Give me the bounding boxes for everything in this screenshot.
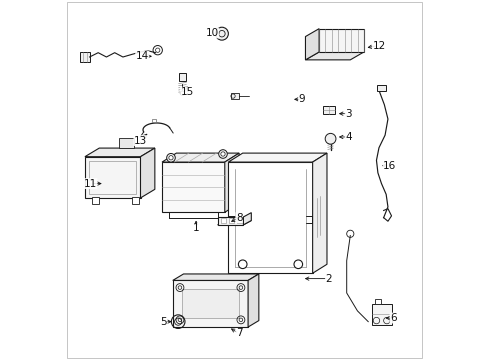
Text: 1: 1 <box>192 224 199 233</box>
Bar <box>152 119 156 122</box>
Polygon shape <box>217 217 243 225</box>
Polygon shape <box>162 153 239 162</box>
Circle shape <box>166 153 175 162</box>
Bar <box>179 73 185 81</box>
Text: 5: 5 <box>160 317 167 327</box>
Polygon shape <box>243 213 251 225</box>
Circle shape <box>180 91 184 95</box>
Bar <box>221 219 226 224</box>
Circle shape <box>238 260 246 269</box>
Polygon shape <box>85 157 140 198</box>
Text: 2: 2 <box>325 274 331 284</box>
Bar <box>92 197 99 204</box>
Bar <box>371 304 391 325</box>
Bar <box>119 138 134 148</box>
Text: 8: 8 <box>235 213 242 222</box>
Bar <box>323 107 334 114</box>
Text: 14: 14 <box>135 51 149 61</box>
Bar <box>230 93 238 99</box>
Text: 15: 15 <box>180 87 193 97</box>
Polygon shape <box>217 221 251 225</box>
Circle shape <box>168 156 173 160</box>
Circle shape <box>325 134 335 144</box>
Bar <box>182 289 239 318</box>
Text: 11: 11 <box>83 179 97 189</box>
Text: 7: 7 <box>235 328 242 338</box>
Polygon shape <box>312 153 326 273</box>
Bar <box>131 197 139 204</box>
Bar <box>375 300 380 304</box>
Polygon shape <box>228 162 312 273</box>
Text: 13: 13 <box>134 136 147 145</box>
Circle shape <box>221 152 224 156</box>
Polygon shape <box>247 274 258 327</box>
Bar <box>89 161 136 194</box>
Text: 12: 12 <box>371 41 385 50</box>
Polygon shape <box>228 153 326 162</box>
Circle shape <box>218 150 227 158</box>
Bar <box>80 51 89 62</box>
Polygon shape <box>305 29 319 60</box>
Polygon shape <box>224 153 239 212</box>
Polygon shape <box>140 148 155 198</box>
Polygon shape <box>172 274 258 280</box>
Circle shape <box>215 27 228 40</box>
Polygon shape <box>172 280 247 327</box>
Polygon shape <box>319 29 363 52</box>
Bar <box>237 219 242 224</box>
Text: 6: 6 <box>389 313 396 323</box>
Text: 16: 16 <box>382 161 396 171</box>
Text: 9: 9 <box>298 94 305 104</box>
Polygon shape <box>85 148 155 157</box>
Circle shape <box>293 260 302 269</box>
Bar <box>228 219 234 224</box>
Polygon shape <box>305 52 363 60</box>
Text: 10: 10 <box>205 28 218 38</box>
Bar <box>376 85 386 91</box>
Text: 3: 3 <box>345 109 351 119</box>
Text: 4: 4 <box>345 132 351 142</box>
Polygon shape <box>162 162 224 212</box>
